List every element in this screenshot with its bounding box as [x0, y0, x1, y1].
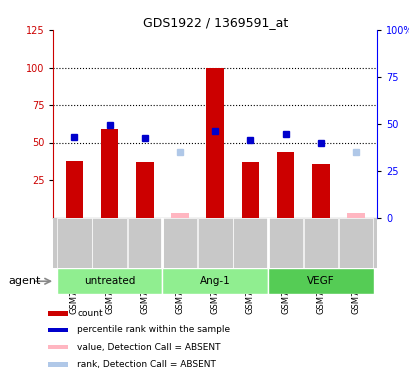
Text: percentile rank within the sample: percentile rank within the sample	[77, 326, 229, 334]
Text: value, Detection Call = ABSENT: value, Detection Call = ABSENT	[77, 343, 220, 352]
Bar	[198, 217, 232, 268]
Bar	[303, 217, 337, 268]
Bar	[101, 129, 118, 218]
Bar	[241, 162, 258, 218]
Text: rank, Detection Call = ABSENT: rank, Detection Call = ABSENT	[77, 360, 216, 369]
Bar	[338, 217, 373, 268]
Text: Ang-1: Ang-1	[200, 276, 230, 286]
Bar	[65, 160, 83, 218]
Text: VEGF: VEGF	[306, 276, 334, 286]
Bar	[162, 217, 197, 268]
Bar	[206, 68, 223, 218]
Bar	[57, 217, 92, 268]
Bar	[267, 268, 373, 294]
Bar	[92, 217, 126, 268]
Text: agent: agent	[8, 276, 40, 286]
Bar	[171, 213, 189, 217]
Bar	[127, 217, 162, 268]
Bar	[57, 268, 162, 294]
Bar	[48, 328, 68, 332]
Bar	[48, 362, 68, 367]
Bar	[276, 152, 294, 217]
Title: GDS1922 / 1369591_at: GDS1922 / 1369591_at	[142, 16, 287, 29]
Bar	[268, 217, 302, 268]
Text: untreated: untreated	[84, 276, 135, 286]
Bar	[48, 345, 68, 350]
Bar	[311, 164, 329, 218]
Bar	[48, 311, 68, 316]
Bar	[346, 213, 364, 217]
Bar	[162, 268, 267, 294]
Bar	[136, 162, 153, 218]
Bar	[233, 217, 267, 268]
Text: count: count	[77, 309, 103, 318]
